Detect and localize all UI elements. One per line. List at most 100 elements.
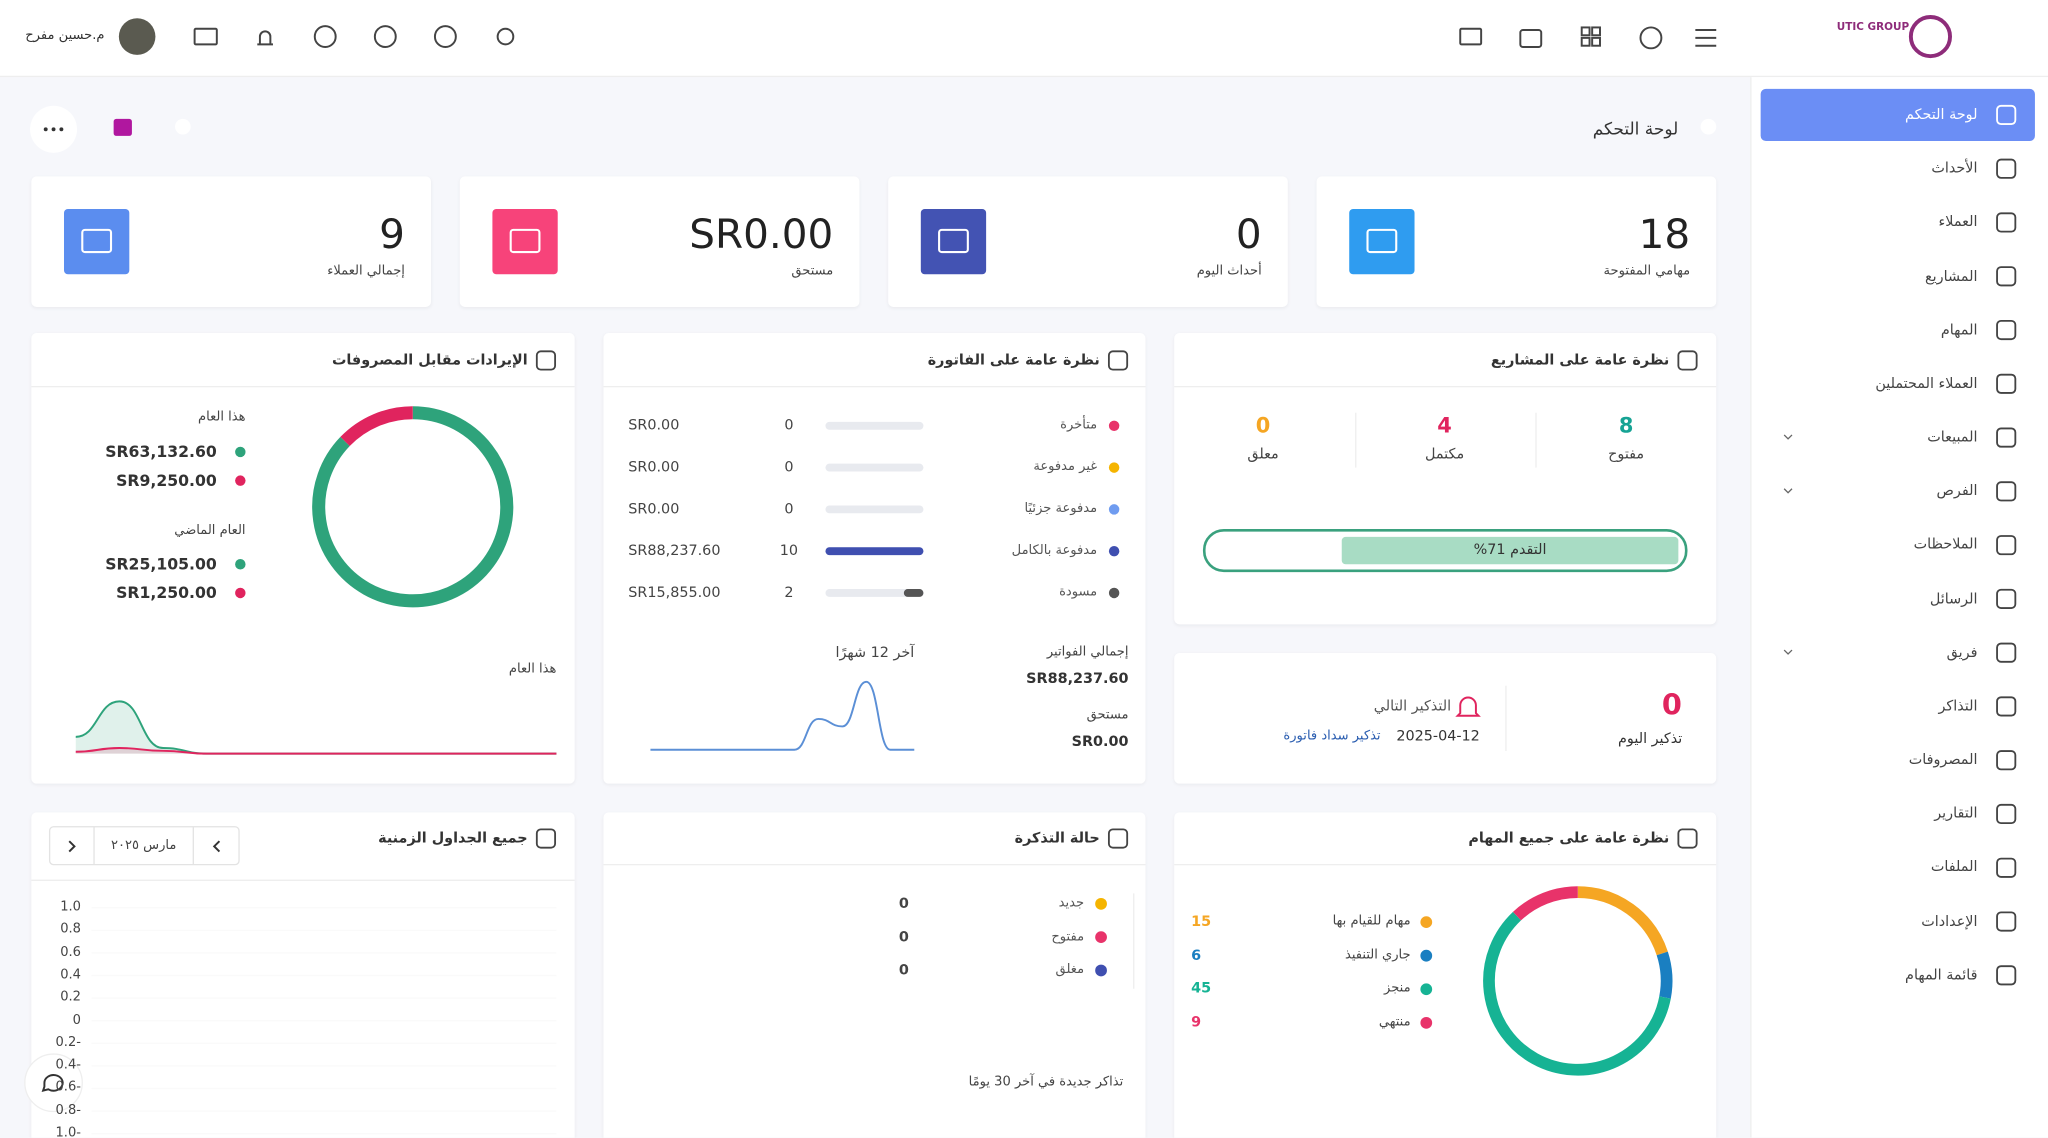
card-title: نظرة عامة على المشاريع bbox=[1490, 351, 1670, 369]
stat-value: SR0.00 bbox=[689, 211, 834, 259]
legend-dot bbox=[235, 475, 246, 486]
bar bbox=[903, 589, 924, 597]
user-name[interactable]: م.حسين مفرح bbox=[25, 28, 105, 44]
card-title: الإيرادات مقابل المصروفات bbox=[331, 351, 528, 369]
nav-item[interactable]: التقارير bbox=[1934, 804, 1978, 822]
legend-heading: العام الماضي bbox=[174, 523, 246, 539]
bar bbox=[825, 547, 924, 556]
task-status: منتهي bbox=[1378, 1014, 1411, 1030]
card-title: نظرة عامة على الفاتورة bbox=[927, 351, 1100, 369]
nav-item[interactable]: المشاريع bbox=[1924, 267, 1978, 285]
stat-value: 18 bbox=[1638, 211, 1691, 259]
stat-icon-bg bbox=[1349, 208, 1415, 275]
ticket-count: 0 bbox=[898, 927, 909, 945]
task-status: منجز bbox=[1384, 981, 1411, 996]
donut-segment bbox=[1656, 951, 1673, 999]
stat-icon-bg bbox=[492, 208, 558, 275]
project-stat: 4 bbox=[1437, 412, 1452, 438]
nav-icon bbox=[1996, 373, 2017, 394]
bar-track bbox=[825, 421, 924, 430]
ticket-count: 0 bbox=[898, 894, 909, 912]
submenu-chevron bbox=[1783, 649, 1793, 655]
nav-item[interactable]: العملاء المحتملين bbox=[1875, 374, 1978, 392]
next-reminder-label: التذكير التالي bbox=[1373, 697, 1452, 715]
invoice-count: 2 bbox=[784, 583, 794, 601]
stat-icon bbox=[509, 228, 541, 254]
legend-value: SR63,132.60 bbox=[105, 442, 217, 462]
nav-item[interactable]: لوحة التحكم bbox=[1905, 105, 1978, 123]
icon bbox=[1107, 828, 1129, 849]
stat-icon bbox=[81, 228, 113, 254]
invoice-amount: SR15,855.00 bbox=[628, 583, 721, 601]
stat-value: 0 bbox=[1235, 211, 1262, 259]
bar-track bbox=[825, 463, 924, 472]
avatar[interactable] bbox=[118, 18, 156, 55]
nav-item[interactable]: المبيعات bbox=[1927, 428, 1978, 446]
progress-label: التقدم 71% bbox=[1473, 540, 1547, 558]
nav-item[interactable]: الإعدادات bbox=[1921, 912, 1978, 930]
project-stat-label: مكتمل bbox=[1424, 445, 1465, 463]
y-tick-label: 1.0 bbox=[60, 899, 81, 915]
color-swatch[interactable] bbox=[113, 118, 132, 136]
stat-value: 9 bbox=[379, 211, 405, 259]
nav-item[interactable]: الفرص bbox=[1936, 482, 1978, 500]
toggle[interactable] bbox=[175, 118, 191, 135]
nav-item[interactable]: الرسائل bbox=[1929, 589, 1978, 607]
nav-item[interactable]: الملفات bbox=[1930, 858, 1978, 876]
project-stat: 0 bbox=[1255, 412, 1271, 438]
status-dot bbox=[1095, 897, 1107, 910]
nav-item[interactable]: التذاكر bbox=[1938, 697, 1978, 715]
donut-segment bbox=[340, 406, 413, 447]
legend-dot bbox=[1420, 983, 1433, 996]
nav-item[interactable]: العملاء bbox=[1938, 213, 1978, 231]
project-stat: 8 bbox=[1618, 412, 1634, 438]
nav-item[interactable]: المهام bbox=[1940, 320, 1978, 338]
tickets-footer: تذاكر جديدة في آخر 30 يومًا bbox=[968, 1074, 1124, 1090]
y-tick-label: 0.4 bbox=[60, 967, 81, 983]
y-tick-label: 0.2 bbox=[60, 990, 81, 1005]
y-tick-label: -0.6 bbox=[55, 1080, 81, 1096]
nav-item[interactable]: قائمة المهام bbox=[1905, 966, 1978, 984]
invoice-status: مسودة bbox=[1059, 585, 1098, 600]
toolbar-icons[interactable] bbox=[193, 25, 1717, 50]
icon bbox=[1107, 350, 1129, 371]
legend-heading: هذا العام bbox=[198, 410, 246, 425]
nav-icon bbox=[1996, 857, 2017, 878]
trend-line bbox=[75, 747, 557, 755]
icon bbox=[535, 350, 557, 371]
page-title: لوحة التحكم bbox=[1592, 120, 1679, 140]
stat-label: إجمالي العملاء bbox=[327, 263, 405, 279]
next-reminder-date: 2025-04-12 bbox=[1396, 727, 1480, 745]
y-tick-label: 0.8 bbox=[60, 922, 81, 937]
nav-item[interactable]: فريق bbox=[1946, 643, 1978, 661]
nav-arrows[interactable] bbox=[68, 840, 221, 853]
reminder-label: تذكير اليوم bbox=[1618, 730, 1683, 748]
invoice-status: غير مدفوعة bbox=[1033, 459, 1098, 475]
legend-dot bbox=[1420, 1016, 1433, 1029]
y-tick-label: -0.8 bbox=[55, 1103, 81, 1118]
y-tick-label: 0 bbox=[72, 1012, 81, 1028]
nav-icon bbox=[1996, 642, 2017, 663]
dividers bbox=[31, 385, 1717, 989]
invoice-amount: SR88,237.60 bbox=[628, 542, 721, 560]
y-tick-label: -0.4 bbox=[55, 1058, 81, 1073]
y-tick-label: -1.0 bbox=[55, 1125, 81, 1138]
bell-icon bbox=[1455, 696, 1481, 717]
submenu-chevron bbox=[1783, 488, 1793, 494]
invoice-count: 10 bbox=[779, 542, 799, 560]
nav-icon bbox=[1996, 212, 2017, 233]
card-title: حالة التذكرة bbox=[1014, 829, 1100, 847]
nav-item[interactable]: الأحداث bbox=[1931, 159, 1978, 177]
logo-mark bbox=[1908, 15, 1952, 59]
nav-item[interactable]: المصروفات bbox=[1908, 751, 1978, 769]
brand: UTIC GROUP bbox=[1836, 20, 1910, 33]
ticket-count: 0 bbox=[898, 961, 909, 979]
nav-icon bbox=[1996, 104, 2017, 125]
chat-button[interactable] bbox=[24, 1053, 83, 1113]
next-reminder-link[interactable]: تذكير سداد فاتورة bbox=[1283, 728, 1381, 744]
donut-segment bbox=[1577, 886, 1668, 956]
page-dot bbox=[1700, 118, 1717, 135]
nav-item[interactable]: الملاحظات bbox=[1913, 535, 1978, 553]
